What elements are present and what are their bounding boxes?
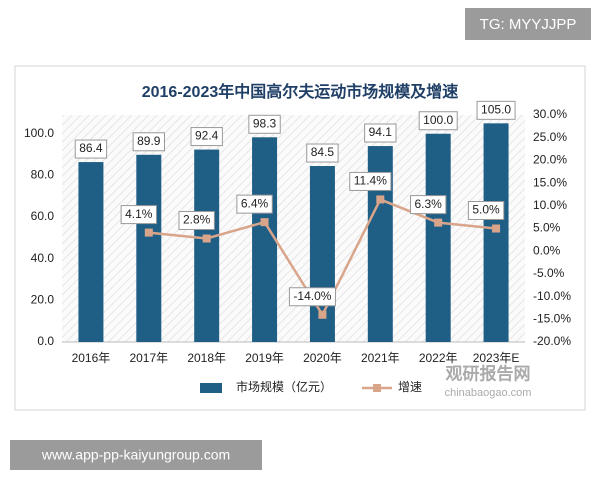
data-label-box (418, 111, 458, 131)
data-label: 4.1% (125, 207, 153, 221)
bar (78, 162, 104, 342)
data-label: -14.0% (293, 289, 331, 303)
watermark-box (10, 440, 262, 470)
data-label-box (410, 195, 447, 215)
data-label-box (349, 171, 392, 191)
logo-url: chinabaogao.com (445, 387, 532, 399)
bar (136, 154, 162, 342)
y2-tick-label: 25.0% (533, 130, 567, 144)
data-label: 100.0 (423, 113, 453, 127)
chart-title: 2016-2023年中国高尔夫运动市场规模及增速 (142, 82, 459, 101)
y2-tick-label: 15.0% (533, 175, 567, 189)
bar (252, 137, 278, 342)
data-label: 5.0% (472, 203, 500, 217)
legend-swatch (373, 384, 382, 392)
y2-tick-label: -5.0% (533, 266, 565, 280)
y-tick-label: 0.0 (37, 334, 54, 348)
bar (194, 149, 220, 342)
data-label: 105.0 (481, 103, 511, 117)
data-label: 2.8% (183, 213, 211, 227)
legend-label: 市场规模（亿元） (236, 379, 332, 394)
x-tick-label: 2021年 (361, 351, 400, 365)
data-label-box (467, 201, 505, 220)
legend-swatch (200, 383, 222, 393)
line-marker (492, 224, 501, 233)
line-marker (376, 195, 385, 204)
y-tick-label: 60.0 (31, 209, 55, 223)
data-label-box (120, 205, 157, 225)
y2-tick-label: 20.0% (533, 153, 567, 167)
bar (425, 133, 451, 342)
bar (483, 123, 509, 342)
x-tick-label: 2019年 (245, 351, 284, 365)
line-marker (318, 310, 327, 319)
plot-area (62, 115, 525, 342)
line-marker (144, 228, 153, 237)
y-tick-label: 80.0 (31, 168, 55, 182)
data-label: 92.4 (195, 129, 219, 143)
watermark-text: www.app-pp-kaiyungroup.com (41, 447, 230, 463)
y2-tick-label: -15.0% (533, 311, 571, 325)
data-label-box (248, 114, 281, 134)
data-label: 6.4% (241, 196, 269, 210)
line-marker (260, 218, 269, 227)
y2-tick-label: 30.0% (533, 107, 567, 121)
y2-tick-label: 5.0% (533, 221, 561, 235)
x-tick-label: 2022年 (419, 351, 458, 365)
legend-label: 增速 (398, 380, 422, 394)
y2-tick-label: 0.0% (533, 243, 561, 257)
data-label-box (190, 127, 223, 147)
data-label: 84.5 (311, 145, 335, 159)
data-label: 98.3 (253, 116, 277, 130)
y2-tick-label: 10.0% (533, 198, 567, 212)
data-label-box (364, 123, 397, 143)
x-tick-label: 2017年 (129, 351, 168, 365)
y-tick-label: 40.0 (31, 251, 55, 265)
logo: 观研报告网 (445, 363, 531, 383)
data-label-box (306, 143, 339, 163)
y-tick-label: 100.0 (24, 126, 54, 140)
data-label-box (132, 132, 165, 152)
y-tick-label: 20.0 (31, 293, 55, 307)
y2-tick-label: -20.0% (533, 334, 571, 348)
data-label: 94.1 (369, 125, 393, 139)
line-marker (202, 234, 211, 243)
y2-tick-label: -10.0% (533, 289, 571, 303)
data-label-box (178, 210, 215, 230)
data-label-box (476, 100, 516, 120)
watermark-text: TG: MYYJJPP (480, 16, 577, 33)
data-label: 89.9 (137, 134, 161, 148)
watermark-box (465, 8, 591, 40)
data-label: 86.4 (79, 141, 103, 155)
x-tick-label: 2018年 (187, 351, 226, 365)
data-label-box (74, 139, 108, 159)
x-tick-label: 2023年E (473, 351, 520, 365)
data-label: 11.4% (354, 174, 387, 188)
data-label: 6.3% (415, 197, 443, 211)
x-tick-label: 2020年 (303, 351, 342, 365)
data-label-box (288, 287, 336, 307)
data-label-box (236, 194, 273, 214)
line-marker (434, 218, 443, 227)
x-tick-label: 2016年 (72, 351, 111, 365)
